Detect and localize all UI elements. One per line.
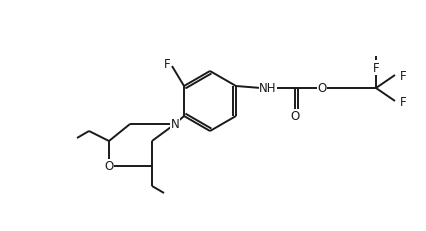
Text: O: O — [317, 82, 327, 95]
Text: F: F — [400, 69, 407, 82]
Text: O: O — [104, 160, 114, 173]
Text: NH: NH — [259, 82, 277, 95]
Text: F: F — [373, 62, 379, 75]
Text: F: F — [400, 95, 407, 108]
Text: O: O — [291, 110, 299, 123]
Text: N: N — [171, 118, 179, 131]
Text: F: F — [164, 57, 170, 70]
